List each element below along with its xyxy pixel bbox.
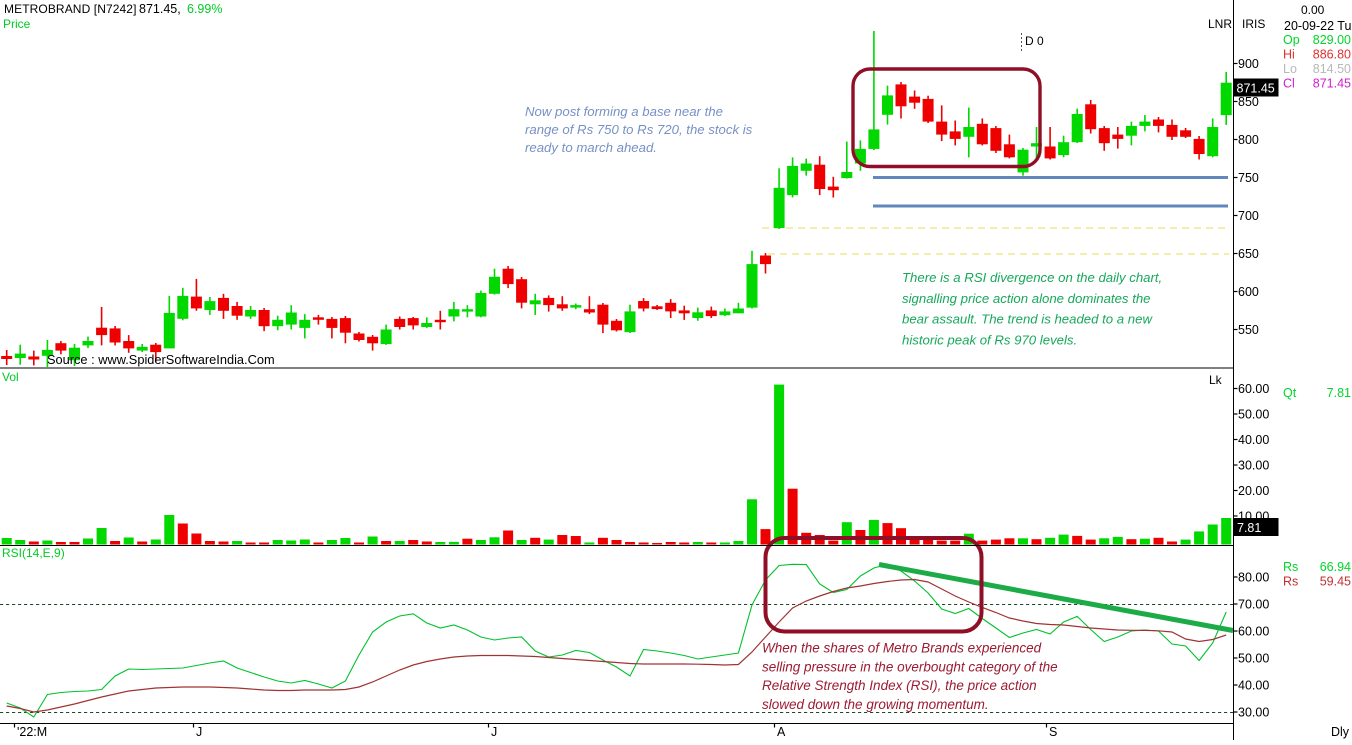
svg-text:829.00: 829.00 (1313, 33, 1351, 47)
svg-text:20-09-22 Tu: 20-09-22 Tu (1284, 19, 1351, 33)
svg-text:7.81: 7.81 (1327, 386, 1351, 400)
svg-text:METROBRAND [N7242]: METROBRAND [N7242] (4, 2, 137, 16)
svg-text:750: 750 (1238, 171, 1259, 185)
svg-text:J: J (196, 725, 202, 739)
svg-text:30.00: 30.00 (1238, 459, 1269, 473)
svg-text:7.81: 7.81 (1237, 521, 1261, 535)
svg-text:Lo: Lo (1283, 62, 1297, 76)
svg-text:50.00: 50.00 (1238, 652, 1269, 666)
svg-text:900: 900 (1238, 57, 1259, 71)
svg-text:slowed down the growing moment: slowed down the growing momentum. (762, 697, 989, 712)
svg-text:Hi: Hi (1283, 48, 1295, 62)
svg-text:0.00: 0.00 (1301, 3, 1325, 17)
svg-text:60.00: 60.00 (1238, 625, 1269, 639)
svg-text:60.00: 60.00 (1238, 382, 1269, 396)
svg-text:600: 600 (1238, 285, 1259, 299)
svg-text:50.00: 50.00 (1238, 408, 1269, 422)
svg-text:66.94: 66.94 (1320, 560, 1351, 574)
svg-text:80.00: 80.00 (1238, 571, 1269, 585)
svg-text:814.50: 814.50 (1313, 62, 1351, 76)
svg-text:There is a RSI divergence on t: There is a RSI divergence on the daily c… (902, 270, 1162, 285)
svg-text:Rs: Rs (1283, 560, 1298, 574)
svg-text:Lk: Lk (1209, 373, 1223, 387)
svg-text:886.80: 886.80 (1313, 48, 1351, 62)
svg-text:When the shares of Metro Brand: When the shares of Metro Brands experien… (762, 641, 1042, 656)
svg-text:J: J (491, 725, 497, 739)
svg-text:D 0: D 0 (1025, 34, 1044, 48)
svg-text:30.00: 30.00 (1238, 706, 1269, 720)
svg-text:'22:M: '22:M (17, 725, 47, 739)
svg-text:871.45,: 871.45, (139, 2, 181, 16)
svg-text:650: 650 (1238, 247, 1259, 261)
svg-text:Op: Op (1283, 33, 1300, 47)
svg-text:20.00: 20.00 (1238, 484, 1269, 498)
svg-text:Vol: Vol (2, 370, 19, 384)
svg-text:IRIS: IRIS (1242, 17, 1265, 31)
svg-text:59.45: 59.45 (1320, 575, 1351, 589)
svg-text:Dly: Dly (1331, 725, 1350, 739)
svg-text:871.45: 871.45 (1313, 77, 1351, 91)
svg-text:Rs: Rs (1283, 575, 1298, 589)
svg-text:800: 800 (1238, 133, 1259, 147)
svg-text:bear assault. The trend is hea: bear assault. The trend is headed to a n… (902, 312, 1153, 327)
svg-text:6.99%: 6.99% (187, 2, 222, 16)
svg-text:40.00: 40.00 (1238, 433, 1269, 447)
svg-text:Cl: Cl (1283, 77, 1295, 91)
svg-text:signalling price action alone: signalling price action alone dominates … (902, 291, 1151, 306)
svg-text:550: 550 (1238, 323, 1259, 337)
svg-text:historic peak of Rs 970 levels: historic peak of Rs 970 levels. (902, 332, 1077, 347)
svg-text:Source : www.SpiderSoftwareInd: Source : www.SpiderSoftwareIndia.Com (47, 352, 275, 367)
svg-text:871.45: 871.45 (1237, 82, 1275, 96)
svg-text:Qt: Qt (1283, 386, 1297, 400)
svg-text:LNR: LNR (1208, 17, 1232, 31)
svg-text:Now post forming a base near t: Now post forming a base near the (525, 104, 723, 119)
svg-text:range of Rs 750 to Rs 720, the: range of Rs 750 to Rs 720, the stock is (525, 122, 753, 137)
svg-text:S: S (1049, 725, 1057, 739)
svg-text:Relative Strength Index (RSI),: Relative Strength Index (RSI), the price… (762, 678, 1037, 693)
svg-text:A: A (777, 725, 786, 739)
svg-text:selling pressure in the overbo: selling pressure in the overbought categ… (762, 659, 1058, 674)
svg-text:700: 700 (1238, 209, 1259, 223)
svg-text:Price: Price (3, 17, 31, 31)
svg-text:ready to march ahead.: ready to march ahead. (525, 140, 657, 155)
svg-text:70.00: 70.00 (1238, 598, 1269, 612)
svg-text:850: 850 (1238, 95, 1259, 109)
svg-text:RSI(14,E,9): RSI(14,E,9) (2, 546, 65, 560)
svg-text:40.00: 40.00 (1238, 679, 1269, 693)
